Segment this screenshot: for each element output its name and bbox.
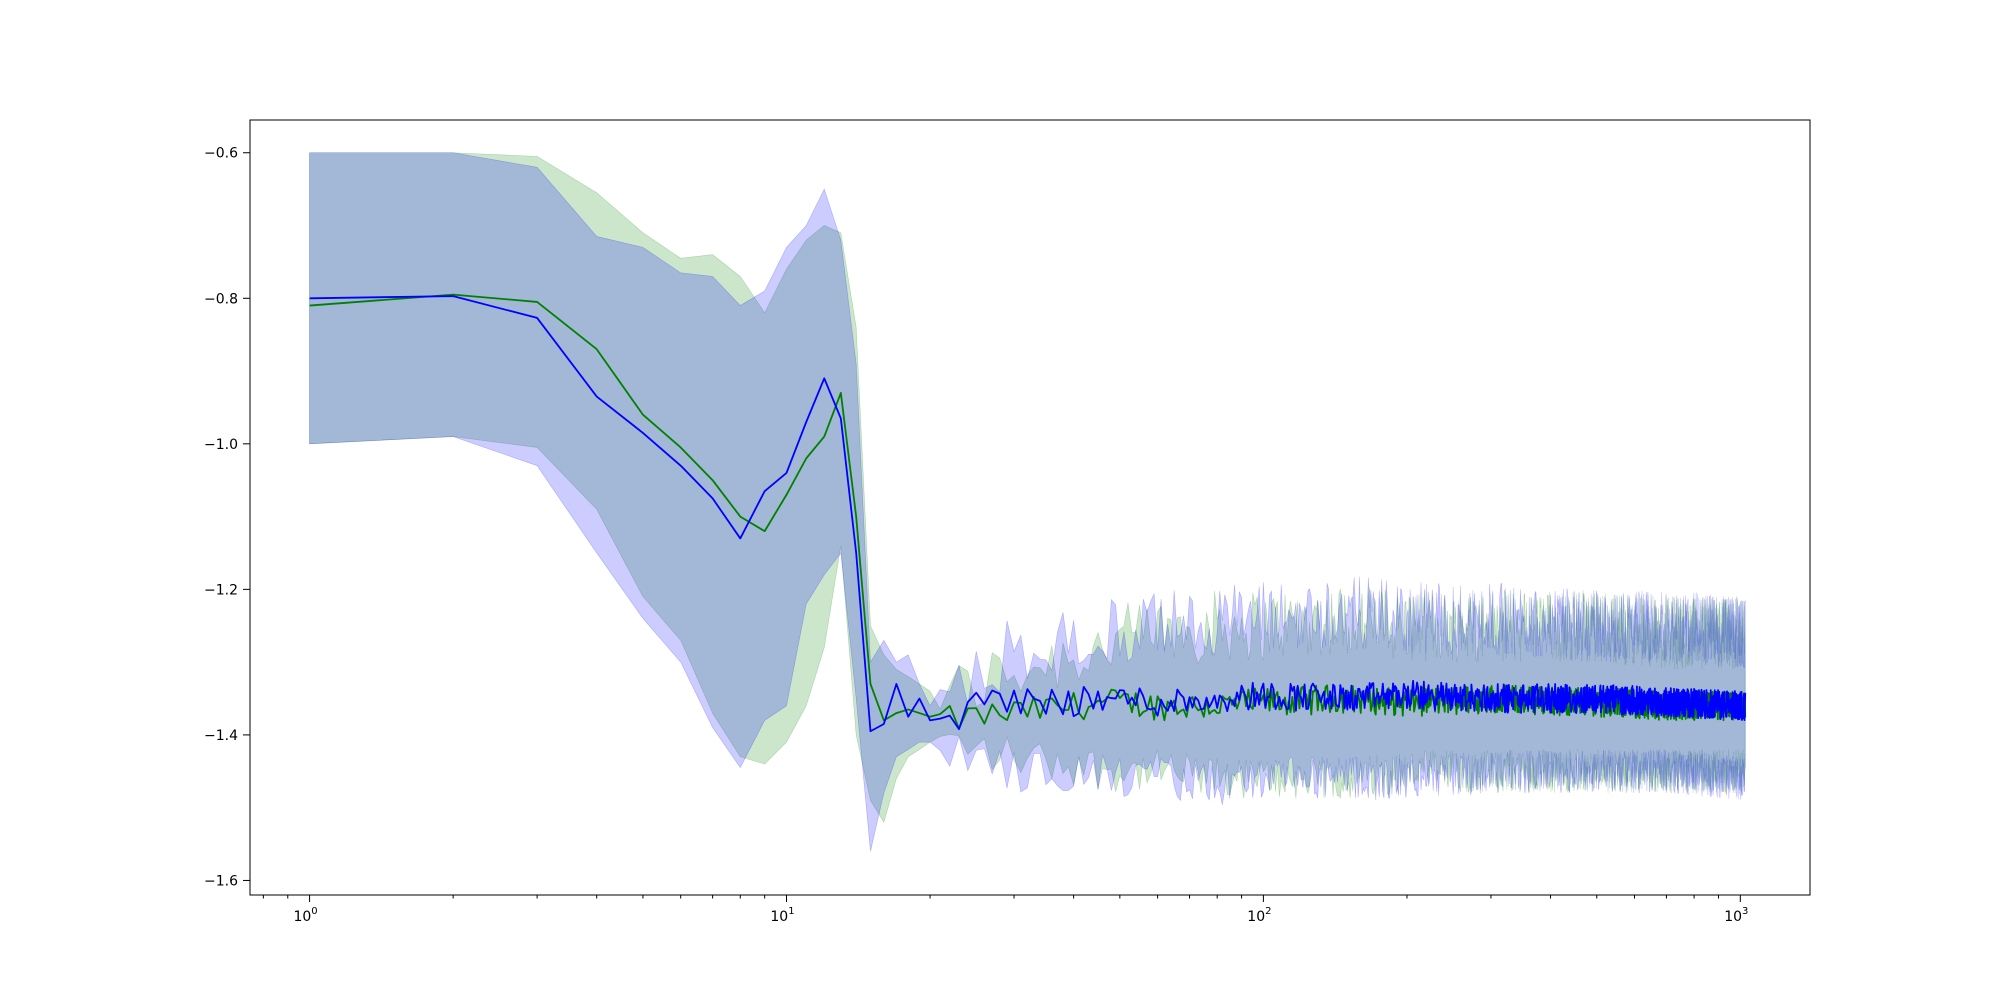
x-tick-label: 100 (293, 906, 317, 925)
x-tick-label: 103 (1724, 906, 1748, 925)
series-1-band (309, 152, 1746, 852)
y-tick-label: −0.8 (204, 291, 238, 307)
confidence-bands (309, 152, 1746, 852)
y-tick-label: −1.6 (204, 873, 238, 889)
x-axis-ticks: 100 101 102 103 (262, 895, 1748, 925)
y-tick-label: −1.4 (204, 728, 238, 744)
y-tick-label: −0.6 (204, 146, 238, 162)
x-tick-label: 101 (770, 906, 794, 925)
y-tick-label: −1.0 (204, 437, 238, 453)
series-0-band (309, 152, 1746, 823)
series-1-line (309, 295, 1747, 733)
y-axis-ticks: −0.6 −0.8 −1.0 −1.2 −1.4 −1.6 (204, 146, 250, 889)
axes-frame (249, 119, 1811, 896)
x-tick-label: 102 (1247, 906, 1271, 925)
series-lines (309, 293, 1747, 733)
y-tick-label: −1.2 (204, 582, 238, 598)
